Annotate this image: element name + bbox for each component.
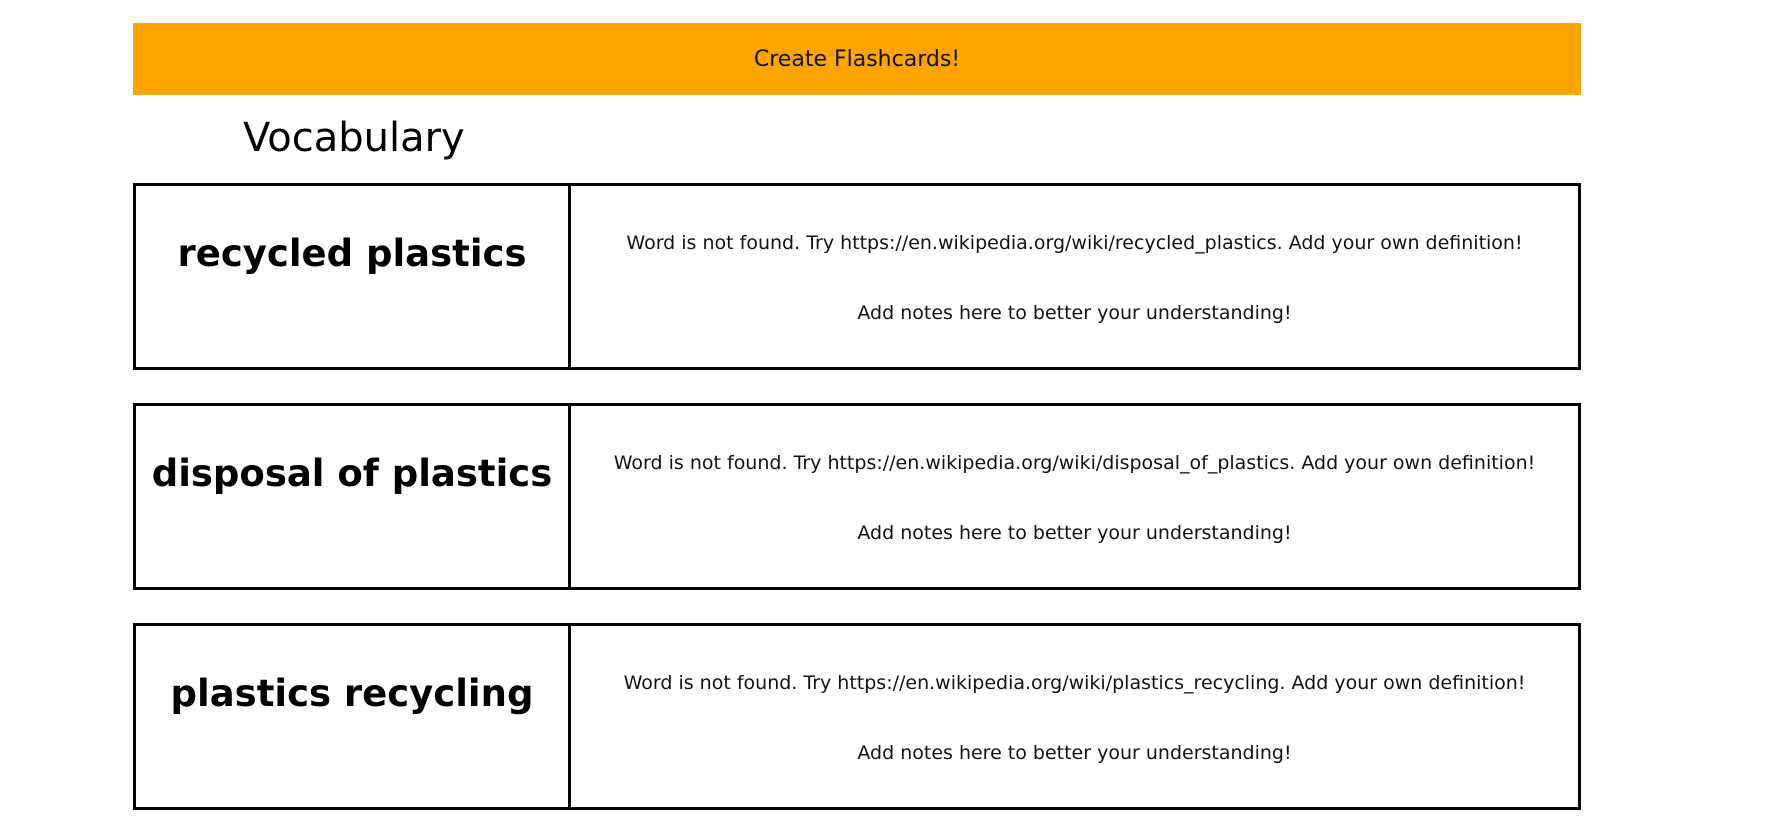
card-details: Word is not found. Try https://en.wikipe… — [571, 186, 1578, 367]
page-title: Vocabulary — [243, 115, 465, 161]
vocabulary-card: plastics recycling Word is not found. Tr… — [133, 623, 1581, 810]
card-details: Word is not found. Try https://en.wikipe… — [571, 626, 1578, 807]
create-flashcards-button[interactable]: Create Flashcards! — [133, 23, 1581, 95]
card-term[interactable]: recycled plastics — [136, 186, 571, 367]
card-term[interactable]: disposal of plastics — [136, 406, 571, 587]
card-definition[interactable]: Word is not found. Try https://en.wikipe… — [613, 452, 1536, 474]
card-details: Word is not found. Try https://en.wikipe… — [571, 406, 1578, 587]
card-definition[interactable]: Word is not found. Try https://en.wikipe… — [623, 672, 1526, 694]
card-definition[interactable]: Word is not found. Try https://en.wikipe… — [626, 232, 1523, 254]
card-notes[interactable]: Add notes here to better your understand… — [857, 522, 1292, 544]
card-notes[interactable]: Add notes here to better your understand… — [857, 742, 1292, 764]
vocabulary-list: recycled plastics Word is not found. Try… — [133, 183, 1581, 821]
vocabulary-card: recycled plastics Word is not found. Try… — [133, 183, 1581, 370]
card-notes[interactable]: Add notes here to better your understand… — [857, 302, 1292, 324]
vocabulary-card: disposal of plastics Word is not found. … — [133, 403, 1581, 590]
card-term[interactable]: plastics recycling — [136, 626, 571, 807]
